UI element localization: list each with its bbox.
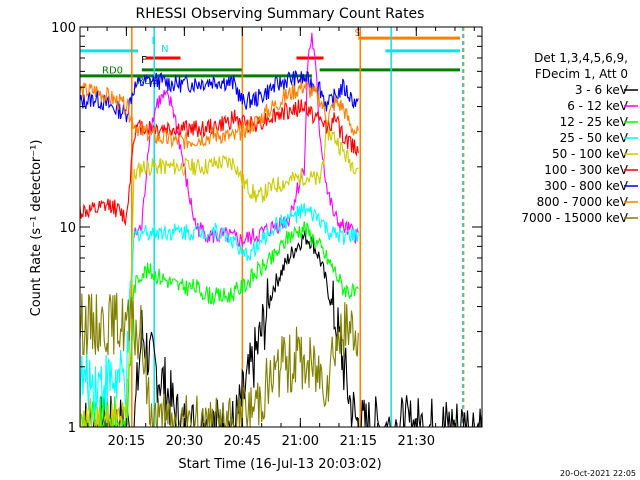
legend-header-line-2: FDecim 1, Att 0: [535, 67, 628, 81]
legend-entry-label: 300 - 800 keV: [544, 179, 628, 193]
legend-entry-label: 25 - 50 keV: [560, 131, 629, 145]
y-axis-label: Count Rate (s⁻¹ detector⁻¹): [29, 140, 44, 317]
x-tick-label: 20:45: [224, 434, 261, 449]
footer-date: 20-Oct-2021 22:05: [560, 469, 636, 478]
legend-entry-label: 3 - 6 keV: [575, 83, 629, 97]
flag-label-s: S: [354, 28, 360, 39]
legend-entry-label: 12 - 25 keV: [560, 115, 629, 129]
x-tick-label: 21:30: [398, 434, 435, 449]
series-line-800-7000-kev: [79, 79, 359, 150]
x-tick-label: 21:00: [282, 434, 319, 449]
legend-header-line-1: Det 1,3,4,5,6,9,: [534, 51, 628, 65]
legend-entry-label: 100 - 300 keV: [544, 163, 628, 177]
flag-label-n: N: [161, 44, 168, 55]
x-tick-label: 20:30: [166, 434, 203, 449]
legend-layer: 3 - 6 keV 6 - 12 keV 12 - 25 keV 25 - 50 ke…: [521, 83, 638, 225]
plot-layer: IN F RD0 RDS S: [79, 27, 483, 429]
series-line-6-12-kev: [133, 32, 359, 248]
flag-label-rd0: RD0: [102, 66, 123, 77]
series-line-25-50-kev: [79, 202, 359, 413]
series-line-3-6-kev: [79, 229, 483, 429]
legend-entry-label: 50 - 100 keV: [552, 147, 629, 161]
y-tick-label: 1: [68, 421, 76, 436]
y-tick-label: 100: [51, 21, 76, 36]
series-line-100-300-kev: [79, 99, 359, 227]
chart-title: RHESSI Observing Summary Count Rates: [136, 6, 425, 22]
y-tick-label: 10: [59, 221, 76, 236]
axes-layer: 20:15 20:30 20:45 21:00 21:15 21:30 1 10 100: [51, 21, 483, 449]
x-tick-label: 21:15: [340, 434, 377, 449]
legend-entry-label: 6 - 12 keV: [567, 99, 629, 113]
x-axis-label: Start Time (16-Jul-13 20:03:02): [178, 457, 381, 472]
legend-entry-label: 7000 - 15000 keV: [521, 211, 628, 225]
flag-label-rds: RDS: [137, 76, 158, 87]
flag-label-f: F: [141, 55, 147, 66]
legend-entry-label: 800 - 7000 keV: [537, 195, 629, 209]
x-tick-label: 20:15: [108, 434, 145, 449]
flag-label-i: I: [152, 36, 155, 47]
